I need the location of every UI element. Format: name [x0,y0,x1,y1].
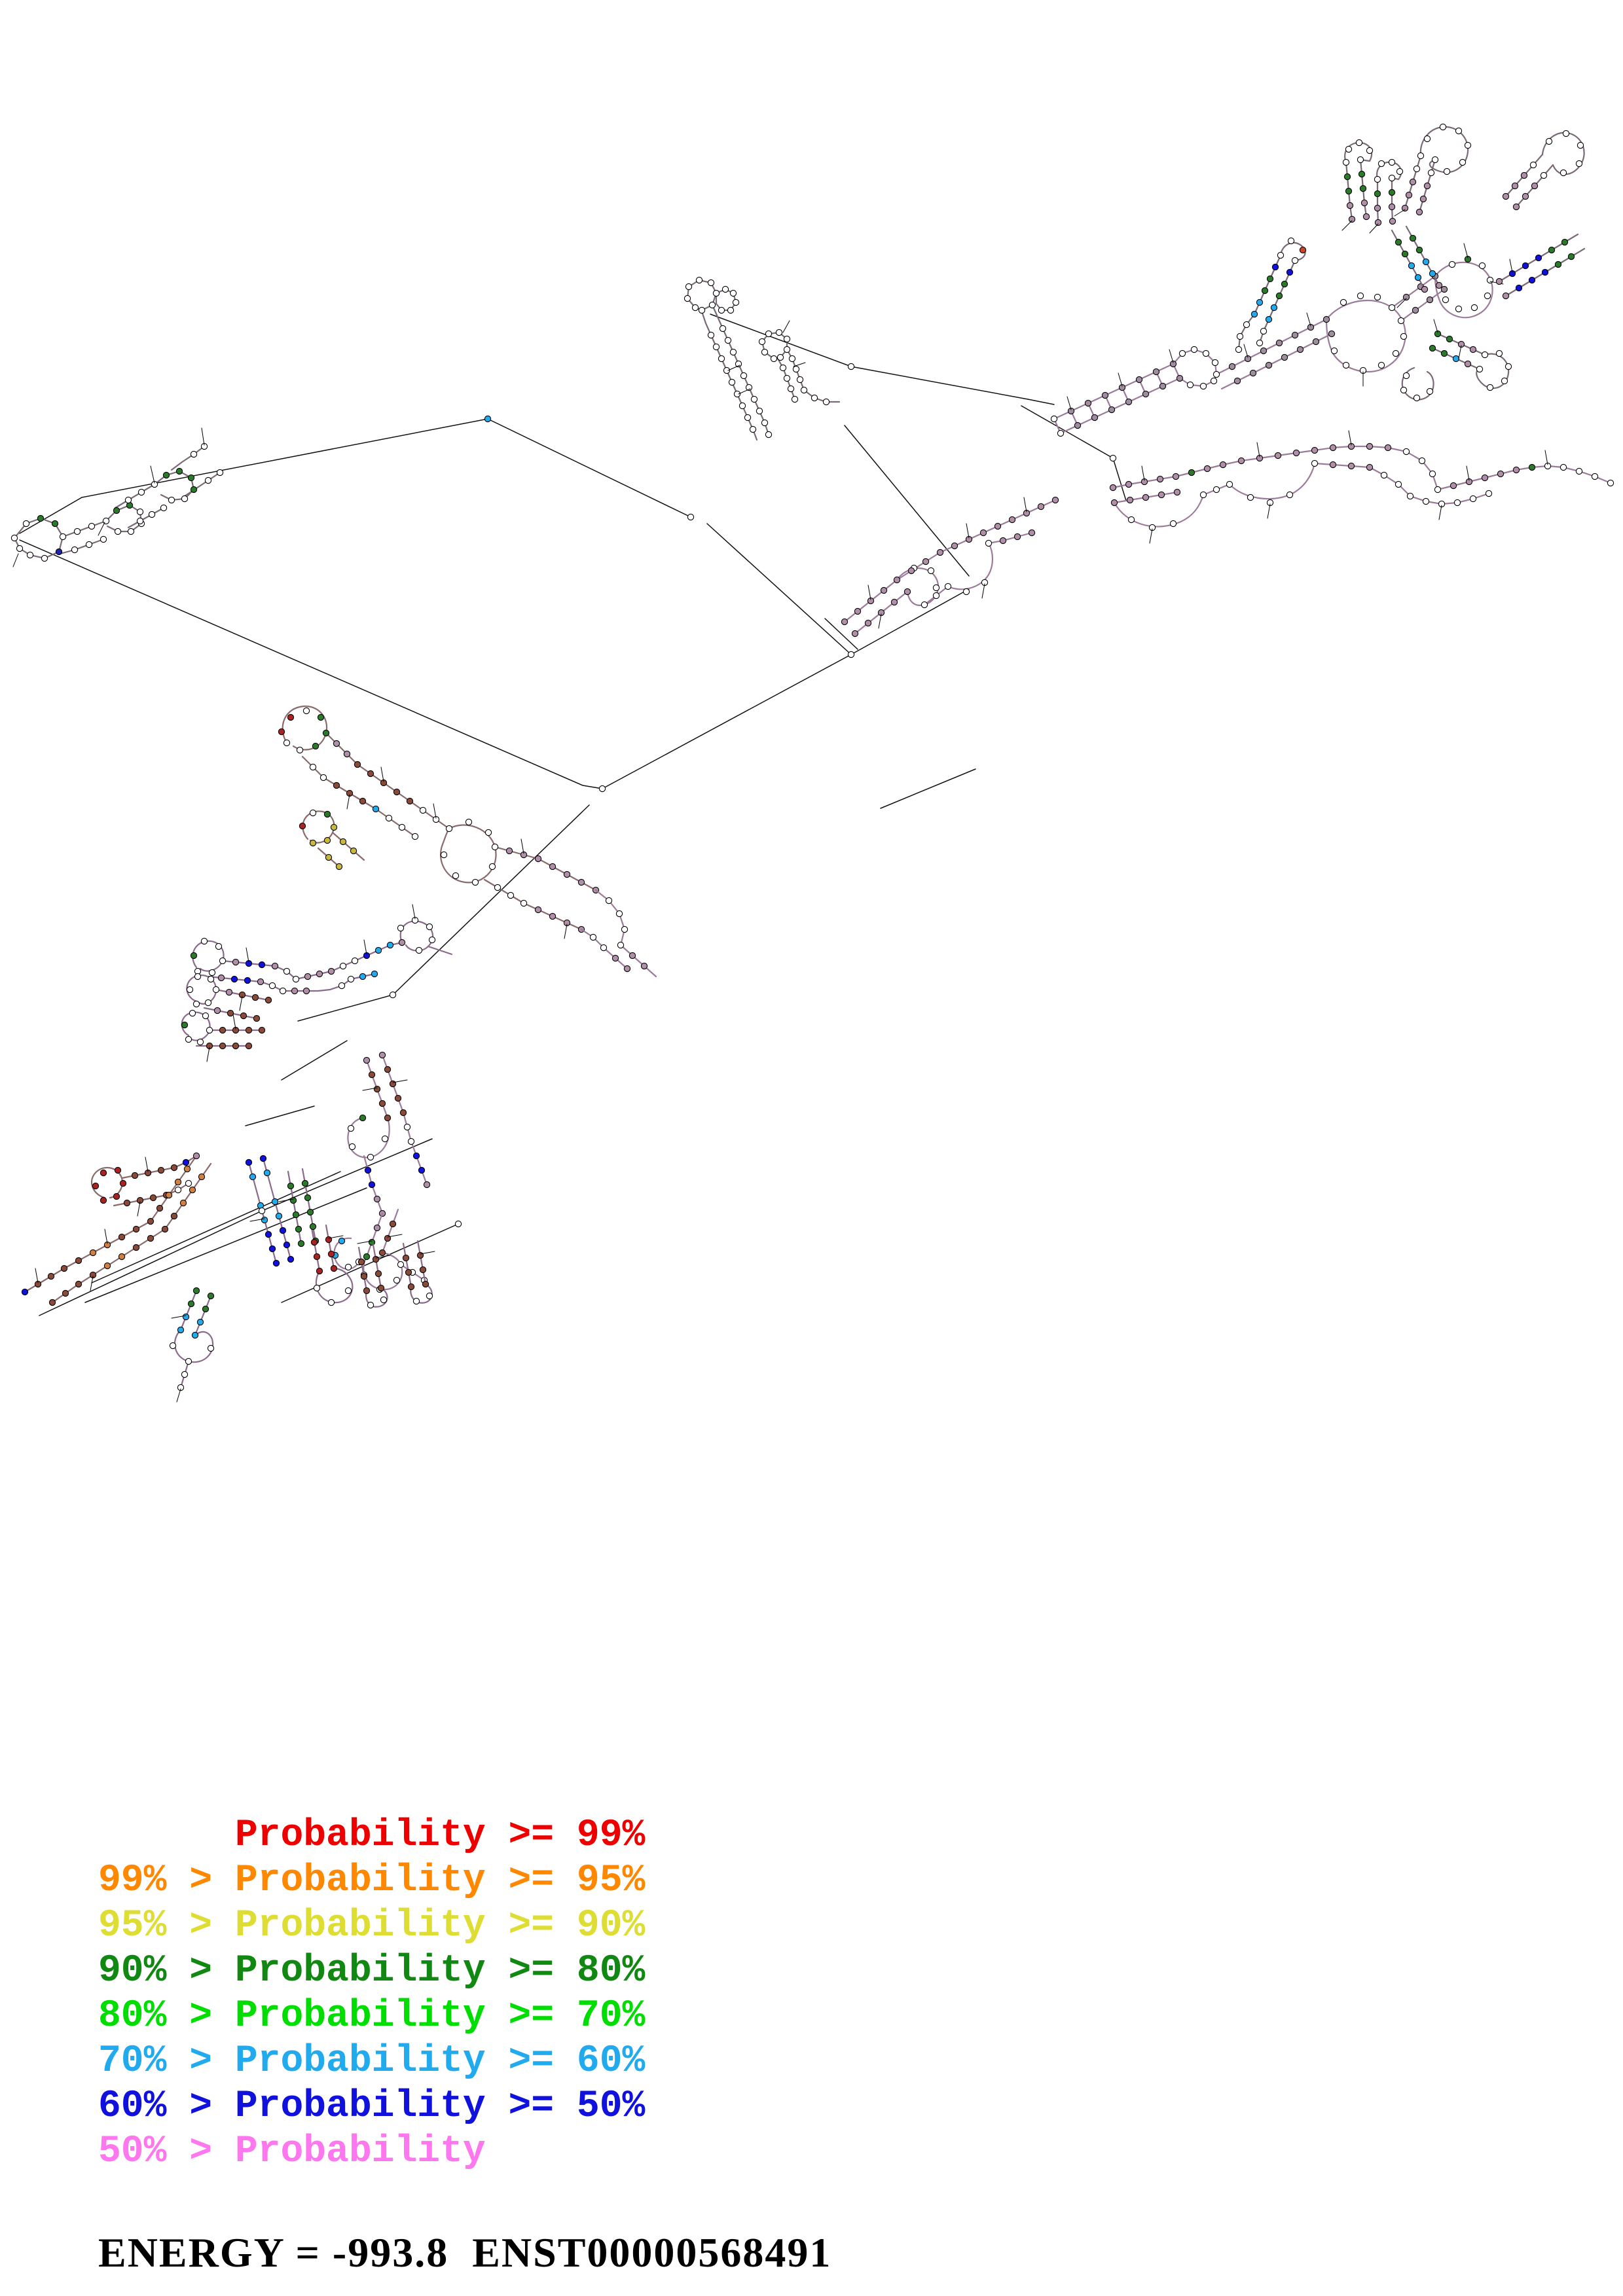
domain-lower-right-ladder [1109,430,1614,544]
domain-bottom-tail [169,1287,215,1403]
domain-lower-mid-column [331,1051,431,1293]
domain-bottom-left-braid [21,1152,212,1306]
rna-secondary-structure-drawing [0,0,1623,1702]
legend-row-70: 80% > Probability >= 70% [98,1995,646,2037]
legend-row-95: 99% > Probability >= 95% [98,1859,646,1902]
rna-structure-canvas [0,0,1623,1702]
canvas-background [0,0,1623,1702]
legend-block: Probability >= 99% 99% > Probability >= … [0,1813,1623,2174]
energy-and-transcript-label: ENERGY = -993.8 ENST00000568491 [98,2229,832,2276]
structure-group [10,123,1614,1403]
legend-row-below-50: 50% > Probability [98,2130,486,2173]
legend-row-90: 95% > Probability >= 90% [98,1905,646,1947]
domain-bottom-center-braid [245,1155,435,1309]
legend-row-80: 90% > Probability >= 80% [98,1950,646,1992]
exterior-loop-nucleotides [258,363,1117,1228]
legend-row-99: Probability >= 99% [98,1814,646,1857]
domain-5prime-terminal [10,427,224,567]
domain-upper-right [1235,123,1586,402]
domain-center-left [278,705,657,978]
domain-lower-left-cluster [181,904,453,1062]
domain-central-trunk [1050,243,1504,437]
legend-row-60: 70% > Probability >= 60% [98,2040,646,2083]
domain-middle-trunk [841,496,1059,637]
legend-row-50: 60% > Probability >= 50% [98,2085,646,2128]
domain-mid-upper-hairpins [684,276,841,441]
